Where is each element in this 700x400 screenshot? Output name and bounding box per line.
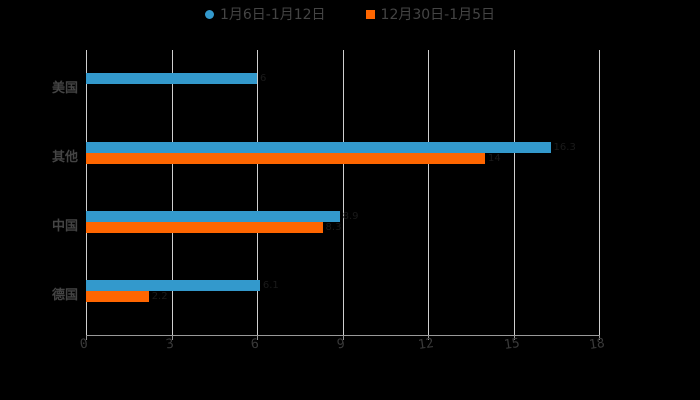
x-tick-label: 18	[588, 335, 606, 354]
bar-series-2[interactable]	[86, 222, 323, 233]
bar-series-1[interactable]	[86, 142, 551, 153]
legend-item-series-1[interactable]: 1月6日-1月12日	[204, 4, 326, 24]
bar-series-1[interactable]	[86, 73, 257, 84]
y-category-label: 中国	[51, 219, 78, 234]
bar-value-label: 2.2	[151, 291, 168, 302]
gridline	[428, 50, 429, 335]
bar-series-1[interactable]	[86, 280, 260, 291]
x-tick	[428, 335, 429, 340]
x-tick-label: 0	[78, 336, 89, 353]
x-tick	[599, 335, 600, 340]
x-tick-label: 9	[335, 336, 346, 353]
x-tick	[257, 335, 258, 340]
legend: 1月6日-1月12日 12月30日-1月5日	[0, 4, 700, 24]
legend-item-series-2[interactable]: 12月30日-1月5日	[365, 4, 496, 24]
bar-value-label: 14	[488, 153, 501, 164]
y-category-label: 德国	[51, 288, 78, 303]
bar-value-label: 8.3	[325, 222, 342, 233]
x-tick-label: 12	[417, 335, 435, 354]
gridline	[171, 50, 173, 335]
bar-series-2[interactable]	[86, 153, 485, 164]
x-tick	[86, 335, 87, 340]
plot-area: 6 16.3 14 8.9 8.3 6.1 2.2	[86, 50, 600, 335]
legend-label: 1月6日-1月12日	[219, 7, 326, 23]
bar-value-label: 6	[260, 73, 267, 84]
bar-value-label: 6.1	[262, 280, 279, 291]
gridline	[342, 50, 344, 335]
square-marker-icon	[365, 9, 375, 19]
circle-marker-icon	[204, 9, 214, 19]
y-category-label: 其他	[51, 150, 78, 165]
bar-value-label: 16.3	[553, 142, 576, 153]
x-tick-label: 15	[502, 335, 521, 354]
x-tick-label: 6	[249, 336, 260, 353]
bar-series-2[interactable]	[86, 291, 149, 302]
gridline	[599, 50, 600, 335]
x-tick-label: 3	[164, 336, 175, 353]
gridline	[86, 50, 87, 335]
x-tick	[513, 335, 515, 340]
gridline	[257, 50, 258, 335]
gridline	[513, 50, 515, 335]
bar-series-1[interactable]	[86, 211, 340, 222]
x-tick	[171, 335, 173, 340]
y-category-label: 美国	[51, 81, 78, 96]
x-tick	[342, 335, 344, 340]
bar-value-label: 8.9	[342, 211, 359, 222]
legend-label: 12月30日-1月5日	[380, 7, 496, 23]
